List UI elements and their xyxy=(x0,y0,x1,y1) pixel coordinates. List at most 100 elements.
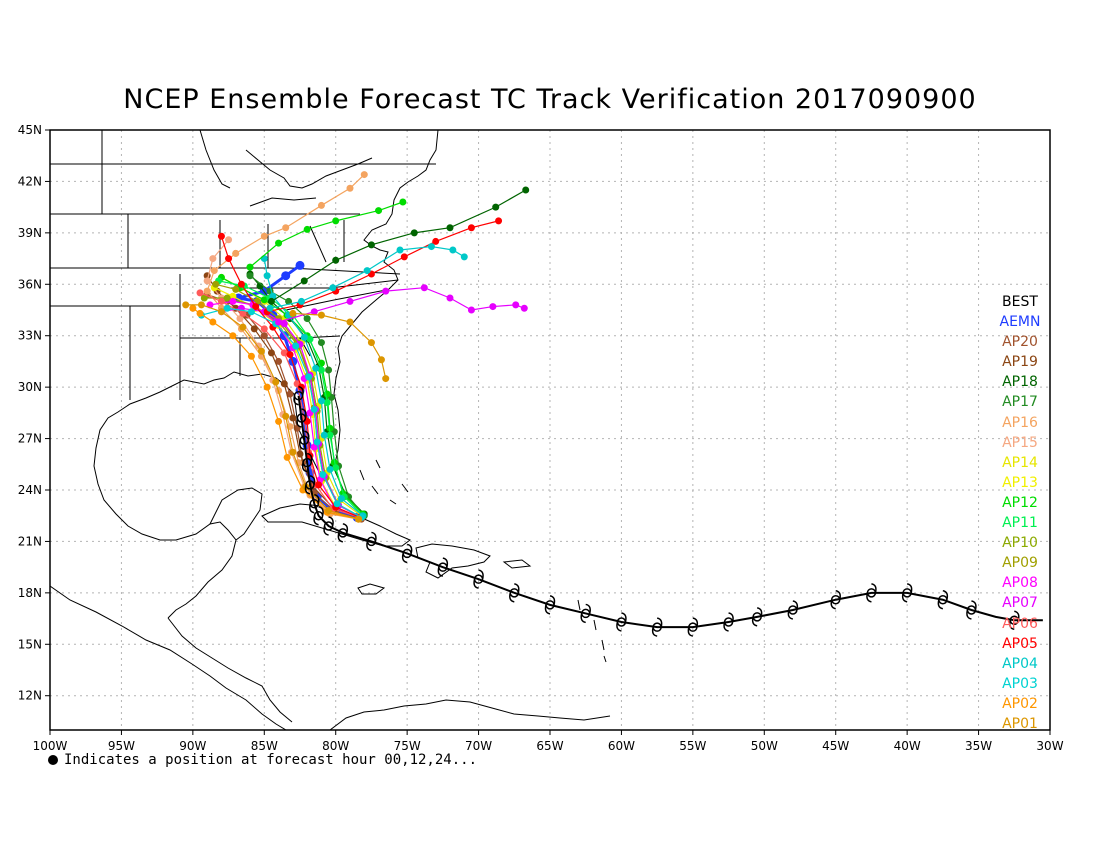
track-point-ap04 xyxy=(312,364,320,372)
legend-item-best: BEST xyxy=(1002,294,1038,310)
track-point-ap06 xyxy=(239,309,247,317)
track-point-ap07 xyxy=(467,306,475,314)
track-point-ap17 xyxy=(285,297,293,305)
latitude-axis: 12N 15N 18N 21N 24N 27N 30N 33N 36N 39N 42N 45N xyxy=(18,123,50,703)
lat-tick-label: 45N xyxy=(18,123,42,137)
track-point-ap06 xyxy=(217,297,225,305)
track-point-ap16 xyxy=(232,249,240,257)
lon-tick-label: 40W xyxy=(894,739,921,753)
track-point-ap19 xyxy=(280,380,288,388)
best-track xyxy=(293,385,1043,637)
track-point-ap18 xyxy=(492,203,500,211)
lat-tick-label: 36N xyxy=(18,277,42,291)
best-track-line xyxy=(297,395,1043,629)
legend-item-ap05: AP05 xyxy=(1002,635,1038,652)
track-point-ap19 xyxy=(267,349,275,357)
legend-item-ap20: AP20 xyxy=(1002,334,1038,351)
track-point-ap07 xyxy=(310,308,318,316)
hurricane-symbol-icon xyxy=(830,589,841,610)
lon-tick-label: 45W xyxy=(822,739,849,753)
track-point-ap19 xyxy=(289,414,297,422)
legend-item-ap16: AP16 xyxy=(1002,414,1038,431)
lon-tick-label: 80W xyxy=(322,739,349,753)
track-point-ap04 xyxy=(460,253,468,261)
lat-tick-label: 42N xyxy=(18,174,42,188)
track-point-ap13 xyxy=(229,292,237,300)
chart-title: NCEP Ensemble Forecast TC Track Verifica… xyxy=(123,84,977,115)
track-point-ap11 xyxy=(306,335,314,343)
legend-item-ap13: AP13 xyxy=(1002,474,1038,491)
track-point-ap03 xyxy=(310,405,318,413)
track-point-ap04 xyxy=(329,284,337,292)
track-point-ap19 xyxy=(250,325,258,333)
yucatan xyxy=(209,487,263,541)
legend-item-ap18: AP18 xyxy=(1002,374,1038,391)
track-point-ap05 xyxy=(237,280,245,288)
track-point-ap07 xyxy=(275,318,283,326)
longitude-axis: 100W 95W 90W 85W 80W 75W 70W 65W 60W 55W 50W 45W 40W… xyxy=(33,730,1064,753)
track-point-ap04 xyxy=(317,397,325,405)
legend-item-ap06: AP06 xyxy=(1002,615,1038,632)
track-point-ap01 xyxy=(182,301,190,309)
track-point-ap05 xyxy=(495,217,503,225)
lat-tick-label: 24N xyxy=(18,483,42,497)
track-point-ap04 xyxy=(363,267,371,275)
lat-tick-label: 39N xyxy=(18,226,42,240)
legend-item-ap14: AP14 xyxy=(1002,454,1038,471)
track-point-ap12 xyxy=(260,296,268,304)
track-point-ap01 xyxy=(317,311,325,319)
bahamas xyxy=(359,459,409,505)
hurricane-symbol-icon xyxy=(1009,610,1020,631)
caribbean-central-america xyxy=(167,617,293,723)
lat-tick-label: 27N xyxy=(18,432,42,446)
track-point-ap15 xyxy=(209,255,217,263)
footnote-text: Indicates a position at forecast hour 00… xyxy=(64,752,478,768)
track-point-ap05 xyxy=(400,253,408,261)
track-point-ap02 xyxy=(189,304,197,312)
track-point-ap04 xyxy=(326,465,334,473)
track-point-ap17 xyxy=(246,272,254,280)
track-point-ap20 xyxy=(286,390,294,398)
track-point-ap18 xyxy=(267,297,275,305)
track-point-ap03 xyxy=(223,304,231,312)
hurricane-symbol-icon xyxy=(544,595,556,615)
lon-tick-label: 30W xyxy=(1036,739,1063,753)
hurricane-symbol-icon xyxy=(651,617,663,637)
track-point-ap17 xyxy=(325,366,333,374)
track-point-ap07 xyxy=(446,294,454,302)
track-point-ap16 xyxy=(203,287,211,295)
hurricane-symbol-icon xyxy=(323,516,334,536)
coastlines xyxy=(50,130,611,730)
hurricane-symbol-icon xyxy=(304,475,316,495)
lat-tick-label: 18N xyxy=(18,586,42,600)
track-ap05 xyxy=(267,220,499,313)
track-point-ap12 xyxy=(275,239,283,247)
track-point-ap16 xyxy=(260,232,268,240)
track-point-ap04 xyxy=(396,246,404,254)
track-point-ap18 xyxy=(446,224,454,232)
lon-tick-label: 70W xyxy=(465,739,492,753)
track-point-ap01 xyxy=(282,412,290,420)
legend-item-ap07: AP07 xyxy=(1002,595,1038,612)
footnote: Indicates a position at forecast hour 00… xyxy=(48,752,477,768)
gridlines xyxy=(50,130,1050,730)
hurricane-symbol-icon xyxy=(937,589,949,610)
lesser-antilles xyxy=(577,599,607,663)
track-point-ap06 xyxy=(260,325,268,333)
hurricane-symbol-icon xyxy=(866,583,877,603)
track-point-ap05 xyxy=(315,481,323,489)
track-point-ap18 xyxy=(410,229,418,237)
central-america-coast xyxy=(50,585,287,730)
hurricane-symbol-icon xyxy=(580,603,591,624)
track-point-ap02 xyxy=(283,453,291,461)
track-point-ap01 xyxy=(289,309,297,317)
track-ap07 xyxy=(278,287,525,323)
track-point-ap20 xyxy=(260,332,268,340)
track-point-ap04 xyxy=(320,431,328,439)
hurricane-symbol-icon xyxy=(723,612,734,632)
track-point-ap09 xyxy=(212,280,220,288)
hurricane-symbol-icon xyxy=(366,531,377,552)
track-point-ap01 xyxy=(346,318,354,326)
track-point-ap16 xyxy=(317,201,325,209)
lon-tick-label: 35W xyxy=(965,739,992,753)
